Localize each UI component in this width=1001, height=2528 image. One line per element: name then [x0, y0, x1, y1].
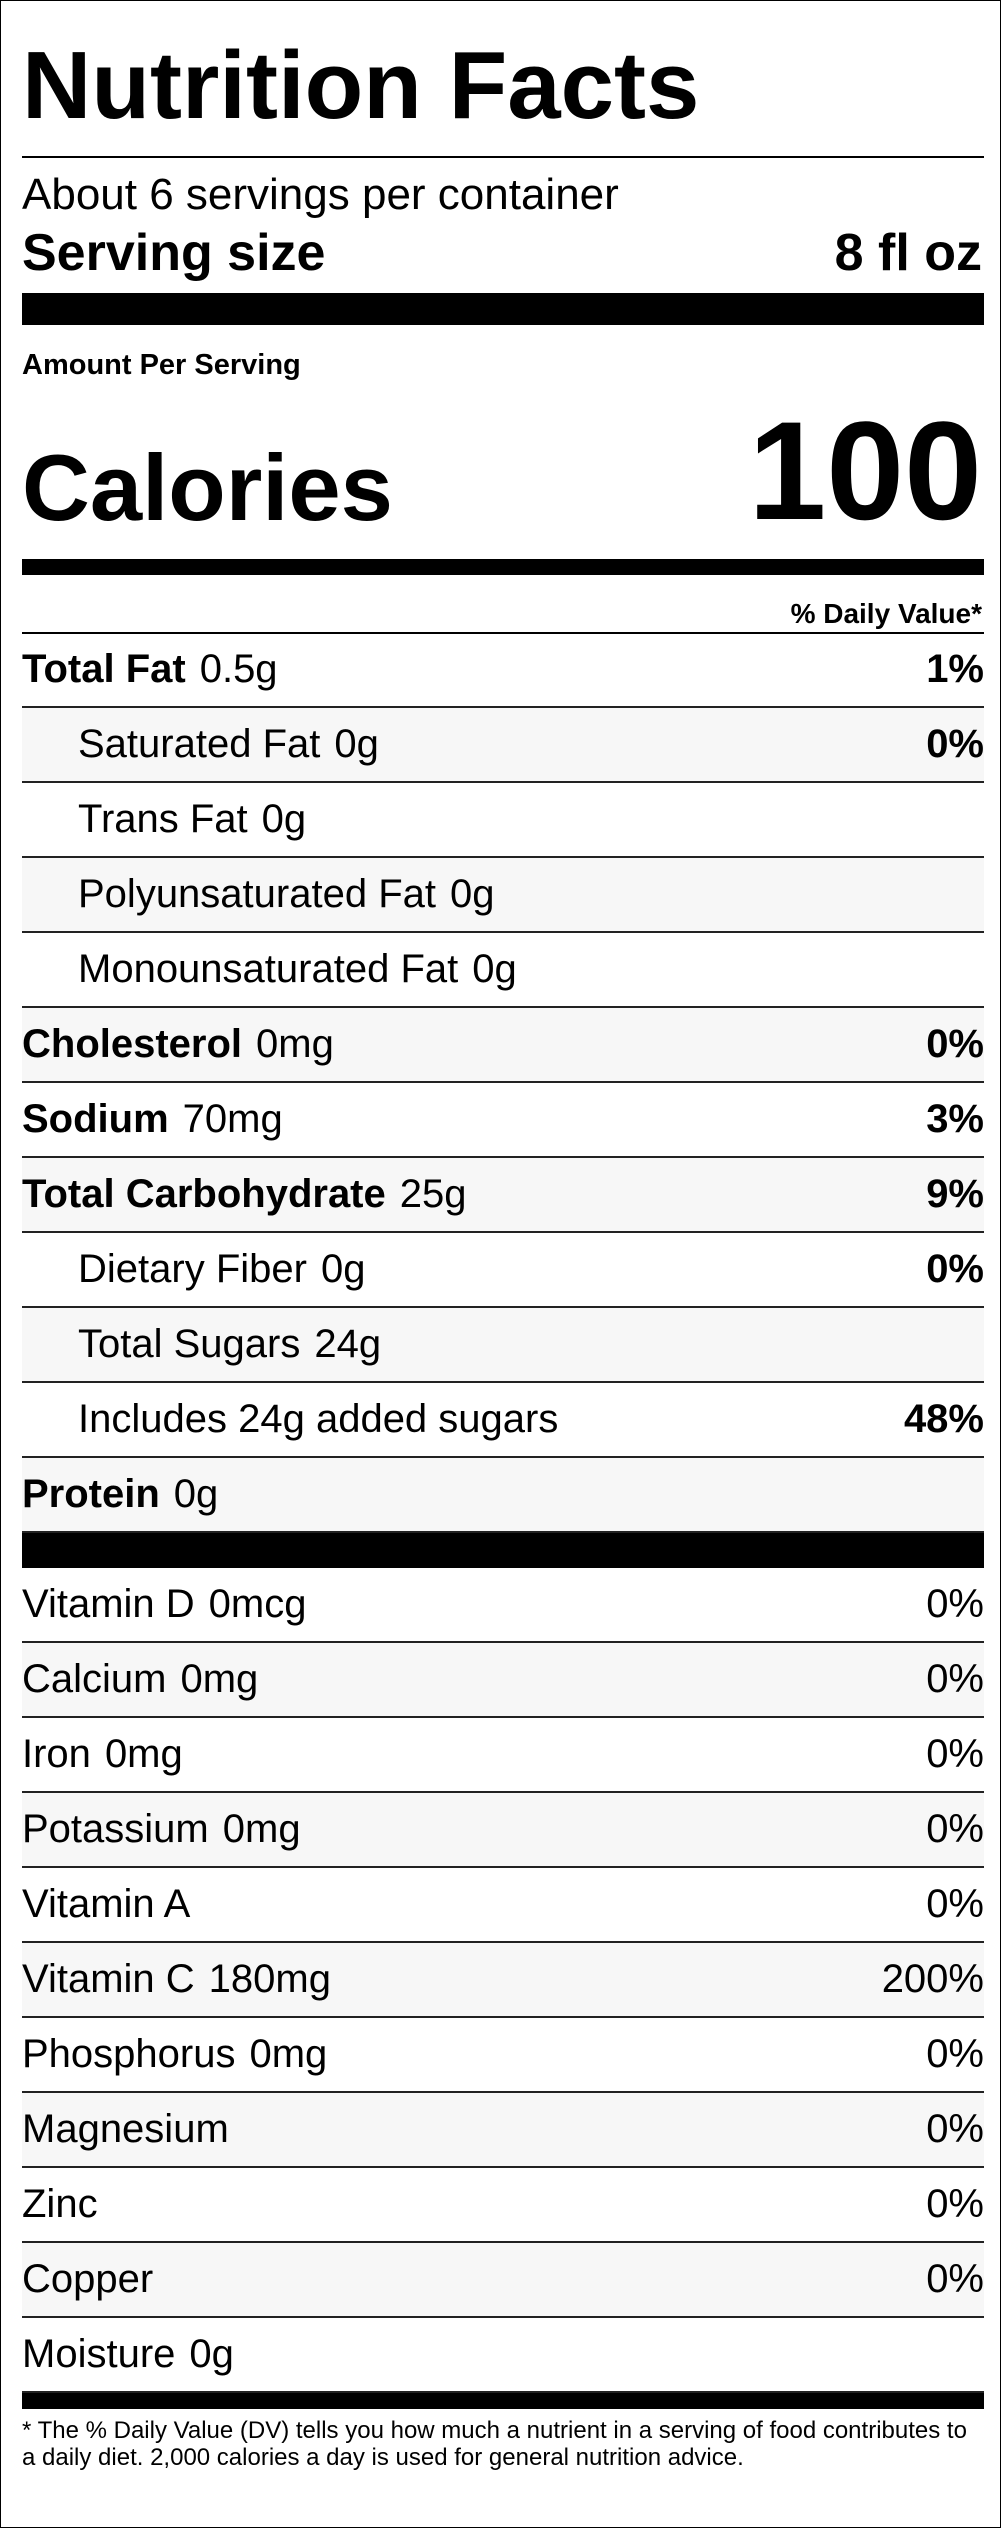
nutrient-name: Calcium	[22, 1657, 167, 1701]
daily-value: 48%	[903, 1397, 984, 1441]
nutrient-row: Dietary Fiber 0g 0%	[22, 1233, 984, 1308]
daily-value: 0%	[926, 1657, 984, 1701]
daily-value: 0%	[926, 1247, 984, 1291]
nutrient-row: Moisture 0g	[22, 2318, 984, 2393]
nutrient-amount: 0g	[189, 2332, 234, 2376]
daily-value: 0%	[926, 2257, 984, 2301]
nutrient-amount: 0g	[472, 947, 517, 991]
daily-value: 0%	[926, 1582, 984, 1626]
nutrient-row: Polyunsaturated Fat 0g	[22, 858, 984, 933]
nutrient-amount: 0mcg	[208, 1582, 307, 1626]
amount-per-serving: Amount Per Serving	[22, 349, 301, 381]
nutrient-amount: 0mg	[256, 1022, 334, 1066]
nutrient-amount: 0g	[261, 797, 307, 841]
nutrient-name: Vitamin A	[22, 1882, 191, 1926]
nutrient-name: Total Carbohydrate	[22, 1172, 386, 1216]
nutrient-row: Zinc 0%	[22, 2168, 984, 2243]
nutrient-name: Sodium	[22, 1097, 169, 1141]
nutrient-amount: 24g	[314, 1322, 382, 1366]
nutrient-name: Total Sugars	[78, 1322, 301, 1366]
footnote: * The % Daily Value (DV) tells you how m…	[22, 2417, 967, 2471]
daily-value-header: % Daily Value*	[790, 598, 982, 629]
daily-value: 0%	[926, 1732, 984, 1776]
nutrient-name: Total Fat	[22, 647, 186, 691]
daily-value: 0%	[926, 2182, 984, 2226]
nutrient-amount: 180mg	[208, 1957, 331, 2001]
servings: About 6 servings per container	[22, 170, 619, 219]
daily-value: 0%	[926, 1882, 984, 1926]
calories-label: Calories	[22, 435, 393, 540]
nutrient-row: Magnesium 0%	[22, 2093, 984, 2168]
thick-divider	[22, 1533, 984, 1568]
daily-value: 9%	[926, 1172, 984, 1216]
divider	[22, 632, 984, 634]
nutrient-name: Protein	[22, 1472, 160, 1516]
nutrient-name: Trans Fat	[78, 797, 248, 841]
nutrient-name: Copper	[22, 2257, 154, 2301]
nutrient-amount: 0g	[320, 1247, 366, 1291]
calories-value: 100	[748, 392, 982, 549]
nutrient-row: Monounsaturated Fat 0g	[22, 933, 984, 1008]
nutrient-row: Iron 0mg 0%	[22, 1718, 984, 1793]
nutrient-name: Polyunsaturated Fat	[78, 872, 436, 916]
daily-value: 0%	[926, 2107, 984, 2151]
divider	[22, 156, 984, 158]
nutrient-name: Zinc	[22, 2182, 98, 2226]
nutrient-name: Phosphorus	[22, 2032, 236, 2076]
title: Nutrition Facts	[22, 32, 700, 139]
nutrient-row: Calcium 0mg 0%	[22, 1643, 984, 1718]
nutrient-row: Sodium 70mg 3%	[22, 1083, 984, 1158]
daily-value: 0%	[926, 722, 984, 766]
nutrient-name: Cholesterol	[22, 1022, 243, 1066]
nutrient-amount: 0g	[334, 722, 379, 766]
nutrient-amount: 0g	[450, 872, 495, 916]
nutrient-amount: 0mg	[180, 1657, 259, 1701]
thick-divider	[22, 293, 984, 325]
nutrient-row: Vitamin C 180mg 200%	[22, 1943, 984, 2018]
nutrient-amount: 0mg	[222, 1807, 301, 1851]
nutrient-row: Phosphorus 0mg 0%	[22, 2018, 984, 2093]
serving-size: 8 fl oz	[834, 224, 982, 282]
nutrient-name: Magnesium	[22, 2107, 229, 2151]
daily-value: 0%	[926, 2032, 984, 2076]
daily-value: 0%	[926, 1807, 984, 1851]
nutrient-row: Protein 0g	[22, 1458, 984, 1533]
nutrient-row: Copper 0%	[22, 2243, 984, 2318]
nutrient-row: Saturated Fat 0g 0%	[22, 708, 984, 783]
nutrient-row: Total Fat 0.5g 1%	[22, 633, 984, 708]
nutrient-name: Vitamin D	[22, 1582, 195, 1626]
nutrient-row: Vitamin A 0%	[22, 1868, 984, 1943]
nutrient-row: Potassium 0mg 0%	[22, 1793, 984, 1868]
nutrient-amount: 0g	[173, 1472, 219, 1516]
daily-value: 0%	[926, 1022, 984, 1066]
nutrient-row: Cholesterol 0mg 0%	[22, 1008, 984, 1083]
nutrient-name: Vitamin C	[22, 1957, 195, 2001]
daily-value: 1%	[926, 647, 984, 691]
nutrient-amount: 0mg	[104, 1732, 183, 1776]
nutrient-row: Total Sugars 24g	[22, 1308, 984, 1383]
nutrient-amount: 0.5g	[199, 647, 278, 691]
nutrient-amount: 0mg	[249, 2032, 328, 2076]
nutrient-name: Saturated Fat	[78, 722, 321, 766]
nutrient-amount: 70mg	[182, 1097, 283, 1141]
daily-value: 200%	[881, 1957, 984, 2001]
nutrient-row: Vitamin D 0mcg 0%	[22, 1568, 984, 1643]
nutrient-name: Includes 24g added sugars	[78, 1397, 559, 1441]
nutrient-row: Total Carbohydrate 25g 9%	[22, 1158, 984, 1233]
daily-value: 3%	[926, 1097, 984, 1141]
nutrient-amount: 25g	[399, 1172, 467, 1216]
nutrient-name: Monounsaturated Fat	[78, 947, 459, 991]
nutrient-row: Trans Fat 0g	[22, 783, 984, 858]
nutrient-name: Dietary Fiber	[78, 1247, 307, 1291]
nutrient-name: Potassium	[22, 1807, 209, 1851]
nutrient-row: Includes 24g added sugars 48%	[22, 1383, 984, 1458]
thick-divider	[22, 2393, 984, 2409]
nutrient-name: Iron	[22, 1732, 91, 1776]
nutrient-name: Moisture	[22, 2332, 176, 2376]
thick-divider	[22, 559, 984, 575]
serving-size-label: Serving size	[22, 224, 326, 282]
